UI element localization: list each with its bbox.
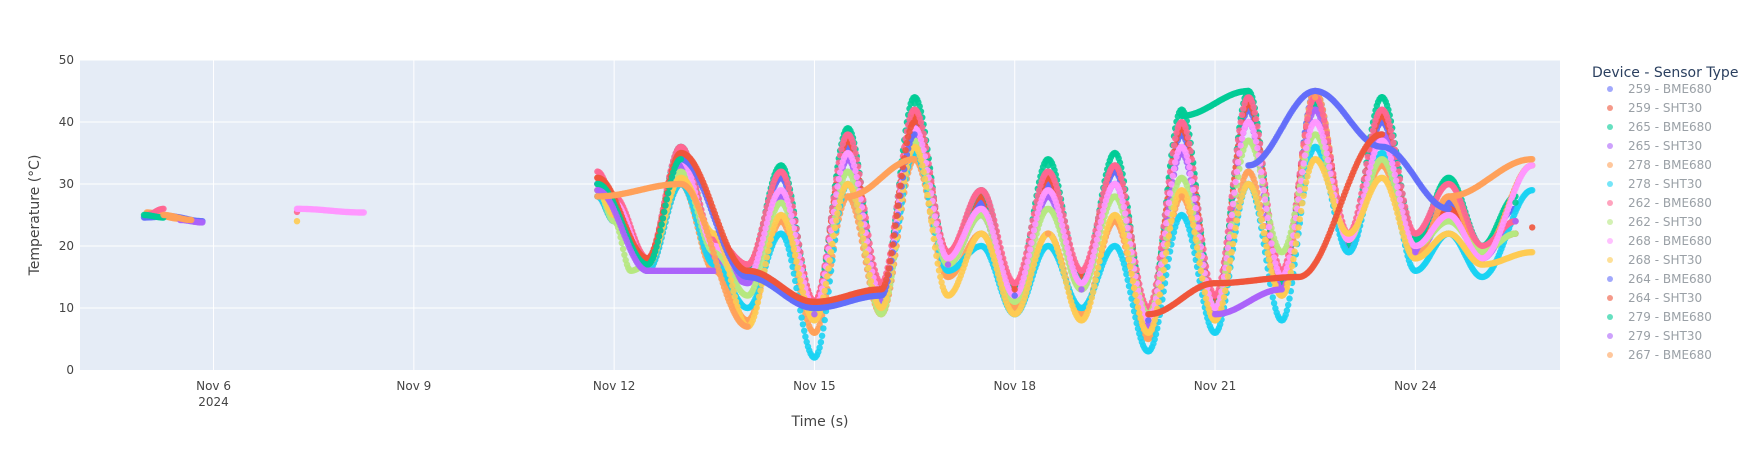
data-point — [1118, 174, 1125, 182]
data-point — [785, 184, 792, 192]
data-point — [1120, 260, 1128, 267]
data-point — [1170, 142, 1178, 149]
data-point — [1237, 118, 1244, 126]
data-point — [1125, 282, 1133, 290]
data-point — [817, 339, 825, 346]
data-point — [1318, 106, 1325, 113]
data-point — [1254, 123, 1261, 130]
data-point — [784, 179, 791, 187]
data-point — [1119, 180, 1126, 187]
data-point — [1123, 271, 1130, 278]
data-point — [1184, 134, 1192, 141]
data-point — [1238, 111, 1246, 119]
data-point — [1303, 123, 1310, 130]
data-point — [917, 119, 925, 126]
data-point — [802, 333, 809, 340]
data-point — [1285, 301, 1292, 309]
data-point — [1529, 187, 1536, 194]
data-point — [1251, 109, 1259, 116]
data-point — [1186, 140, 1193, 147]
data-point — [1132, 314, 1139, 321]
data-point — [792, 277, 799, 284]
data-point — [820, 325, 827, 332]
data-point — [797, 307, 804, 314]
data-point — [1283, 307, 1291, 314]
data-point — [1269, 294, 1277, 301]
data-point — [1252, 115, 1260, 123]
data-point — [788, 257, 795, 264]
data-point — [801, 327, 808, 334]
data-point — [786, 251, 794, 258]
data-point — [766, 193, 773, 200]
data-point — [1122, 265, 1129, 272]
data-point — [789, 263, 796, 270]
data-point — [919, 124, 926, 131]
data-point — [1172, 135, 1179, 142]
data-point — [1250, 103, 1257, 111]
data-point — [989, 211, 997, 219]
data-point — [1187, 148, 1194, 155]
data-point — [1186, 226, 1193, 233]
data-point — [1151, 336, 1158, 343]
data-point — [160, 205, 167, 212]
data-point — [852, 149, 859, 157]
data-point — [1124, 276, 1131, 284]
data-point — [1127, 289, 1134, 296]
data-point — [851, 144, 858, 151]
data-point — [785, 246, 792, 253]
data-point — [818, 332, 826, 339]
data-point — [790, 270, 798, 277]
data-point — [1130, 308, 1138, 315]
data-point — [1035, 187, 1043, 194]
data-point — [1134, 325, 1142, 332]
data-point — [1240, 105, 1247, 112]
data-point — [799, 321, 807, 328]
data-point — [793, 284, 800, 292]
data-point — [821, 316, 828, 324]
data-point — [838, 146, 845, 153]
data-point — [1183, 128, 1191, 136]
data-point — [798, 314, 805, 321]
data-point — [1152, 331, 1160, 338]
data-point — [1304, 115, 1311, 123]
data-point — [1055, 189, 1062, 197]
data-layer — [140, 87, 1536, 361]
data-point — [1101, 185, 1108, 192]
data-point — [1270, 300, 1278, 307]
data-point — [1305, 109, 1313, 116]
data-point — [1319, 111, 1327, 118]
data-point — [1286, 295, 1293, 302]
data-point — [1133, 320, 1140, 327]
data-point — [988, 207, 995, 214]
data-point — [816, 344, 823, 351]
